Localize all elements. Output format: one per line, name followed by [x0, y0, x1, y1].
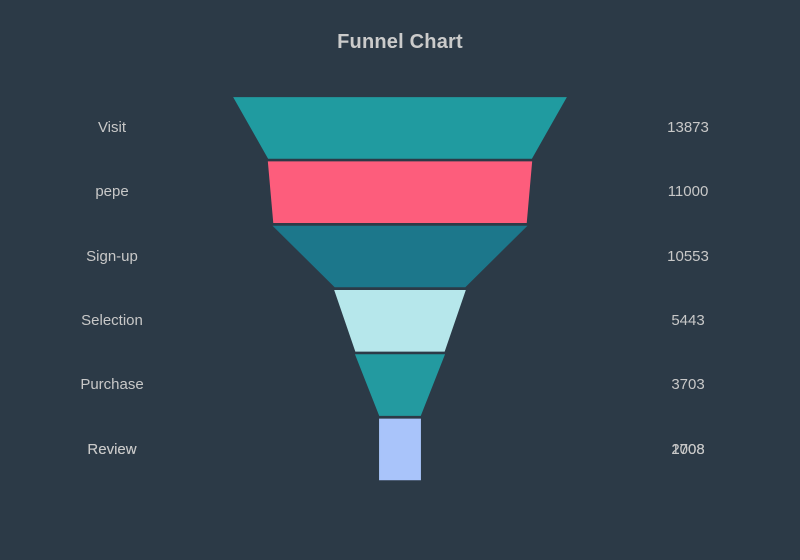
stage-label-selection: Selection — [81, 312, 143, 329]
stage-value-review-stack: 1708 2008 — [671, 441, 704, 459]
stage-label-review: Review Review — [0, 441, 224, 459]
funnel-section-pepe — [267, 161, 533, 223]
stage-value-selection: 5443 — [671, 312, 705, 329]
stage-label-review-stack: Review Review — [87, 441, 136, 459]
chart-title: Funnel Chart — [337, 31, 463, 53]
stage-value-sign-up: 10553 — [667, 248, 709, 265]
stage-value-review-text: 1708 — [671, 441, 705, 458]
stage-value-review: 1708 2008 — [576, 441, 800, 459]
stage-value-purchase: 3703 — [671, 376, 705, 393]
stage-value-pepe: 11000 — [667, 183, 709, 200]
funnel-section-selection — [334, 290, 466, 352]
stage-value-visit: 13873 — [667, 119, 709, 136]
funnel-section-purchase — [354, 354, 446, 416]
stage-label-visit: Visit — [97, 119, 127, 136]
stage-label-review-ghost: Review — [87, 441, 137, 458]
stage-label-pepe: pepe — [95, 183, 129, 200]
funnel-section-visit — [233, 97, 567, 159]
stage-label-sign-up: Sign-up — [86, 248, 138, 265]
funnel-section-review — [379, 418, 421, 481]
stage-label-review-text: Review — [87, 441, 137, 458]
stage-label-purchase: Purchase — [80, 376, 144, 393]
funnel-section-sign-up — [272, 225, 528, 288]
stage-value-review-overlap: 2008 — [671, 441, 705, 458]
